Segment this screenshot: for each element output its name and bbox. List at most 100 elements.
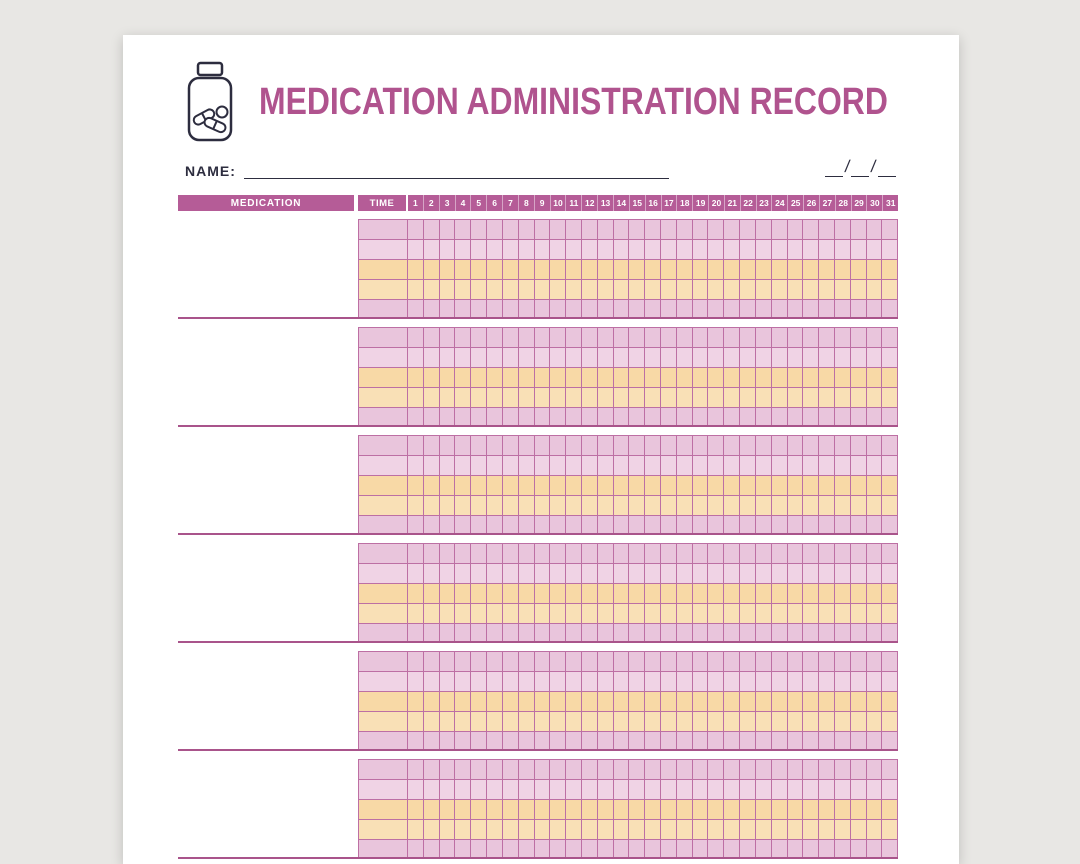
day-cell <box>851 456 867 475</box>
time-row <box>358 367 899 387</box>
day-cell <box>582 476 598 495</box>
day-cell <box>535 240 551 259</box>
day-cell <box>724 604 741 623</box>
day-cell <box>440 652 456 671</box>
day-cell <box>724 240 741 259</box>
day-cell <box>788 300 804 317</box>
day-cell <box>803 388 820 407</box>
name-label: NAME: <box>185 163 236 179</box>
day-cell <box>867 564 883 583</box>
day-cell <box>582 456 598 475</box>
day-cell <box>535 476 551 495</box>
day-cell <box>503 348 519 367</box>
day-cell <box>519 564 535 583</box>
day-cell <box>788 220 804 239</box>
day-cell <box>819 584 835 603</box>
day-cell <box>455 220 472 239</box>
day-cell <box>661 584 677 603</box>
day-cell <box>803 564 820 583</box>
day-cell <box>835 820 851 839</box>
day-cell <box>677 220 693 239</box>
day-cell <box>440 544 456 563</box>
day-cell <box>424 328 440 347</box>
day-cell <box>645 280 661 299</box>
day-cell <box>851 368 867 387</box>
day-header: 14 <box>612 195 629 211</box>
day-cell <box>535 820 551 839</box>
day-cell <box>614 584 630 603</box>
day-cell <box>598 820 614 839</box>
day-cell <box>788 328 804 347</box>
day-cell <box>708 800 725 819</box>
day-cell <box>882 476 899 495</box>
day-cell <box>629 328 646 347</box>
day-cell <box>724 712 741 731</box>
day-cell <box>677 604 693 623</box>
table-header: MEDICATION TIME 1 2 3 4 5 6 7 8 9 10 11 12 13 14 15 16 1… <box>178 195 898 211</box>
day-cell <box>471 624 488 641</box>
day-cell <box>677 300 693 317</box>
day-cell <box>503 760 519 779</box>
time-cell <box>358 516 408 533</box>
day-cell <box>535 780 551 799</box>
day-cell <box>788 408 804 425</box>
day-cell <box>566 436 582 455</box>
day-cell <box>835 672 851 691</box>
day-cell <box>661 348 677 367</box>
day-cell <box>677 652 693 671</box>
day-cell <box>614 760 630 779</box>
day-cell <box>535 220 551 239</box>
day-cell <box>519 584 535 603</box>
day-cell <box>424 712 440 731</box>
day-cell <box>519 348 535 367</box>
day-cell <box>519 388 535 407</box>
day-cell <box>487 624 503 641</box>
day-cell <box>424 672 440 691</box>
day-cell <box>455 496 472 515</box>
day-cell <box>471 516 488 533</box>
day-cell <box>424 516 440 533</box>
row-spacer <box>358 319 898 327</box>
day-cell <box>756 672 772 691</box>
day-cell <box>424 692 440 711</box>
day-cell <box>598 300 614 317</box>
day-cell <box>835 760 851 779</box>
day-cell <box>835 732 851 749</box>
day-cell <box>867 800 883 819</box>
day-cell <box>756 780 772 799</box>
day-cell <box>519 240 535 259</box>
time-row <box>358 799 899 819</box>
day-cell <box>503 652 519 671</box>
day-cell <box>677 496 693 515</box>
day-cell <box>598 348 614 367</box>
day-cell <box>408 300 424 317</box>
day-cell <box>471 652 488 671</box>
day-cell <box>487 516 503 533</box>
day-cell <box>724 260 741 279</box>
day-cell <box>851 652 867 671</box>
day-cell <box>455 300 472 317</box>
day-cell <box>724 624 741 641</box>
day-cell <box>756 712 772 731</box>
day-cell <box>471 368 488 387</box>
day-cell <box>740 780 756 799</box>
day-cell <box>471 496 488 515</box>
day-cell <box>693 544 709 563</box>
day-cell <box>756 408 772 425</box>
day-cell <box>803 456 820 475</box>
day-cell <box>661 652 677 671</box>
day-cell <box>503 456 519 475</box>
day-cell <box>835 476 851 495</box>
day-cell <box>851 564 867 583</box>
day-cell <box>661 672 677 691</box>
day-cell <box>645 732 661 749</box>
day-cell <box>645 436 661 455</box>
day-cell <box>788 584 804 603</box>
day-cell <box>645 780 661 799</box>
day-cell <box>487 584 503 603</box>
day-cell <box>471 436 488 455</box>
day-cell <box>519 544 535 563</box>
day-cell <box>503 240 519 259</box>
day-cell <box>803 328 820 347</box>
day-cell <box>408 544 424 563</box>
